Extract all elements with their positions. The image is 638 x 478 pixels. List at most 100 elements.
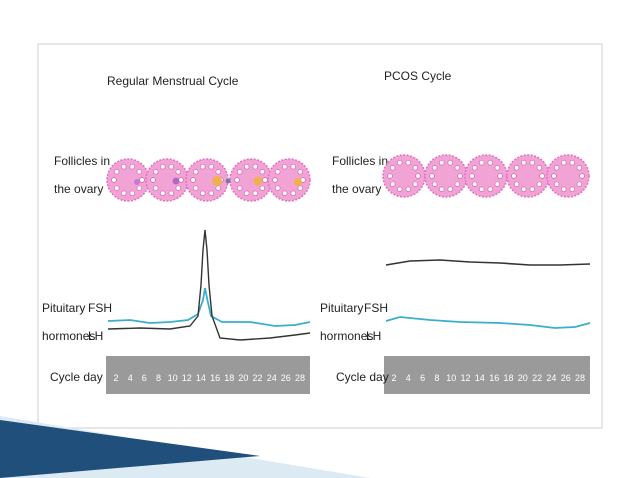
follicle-dot [290, 163, 297, 170]
cycle-day-tick: 16 [489, 373, 499, 383]
follicle-dot [208, 163, 215, 170]
follicle-dot [396, 159, 403, 166]
follicle-dot [469, 173, 475, 179]
follicle-dot [175, 185, 182, 191]
follicle-dot [429, 173, 435, 179]
pcos-lh-label: LH [366, 329, 381, 343]
ovary-1 [106, 158, 150, 202]
regular-cycle-day-ticks: 2 4 6 8 10 12 14 16 18 20 22 24 26 28 [113, 373, 305, 383]
cycle-day-tick: 8 [156, 373, 161, 383]
follicle-dot [274, 185, 281, 191]
pcos-cycle-panel: PCOS Cycle Follicles in the ovary Pituit… [320, 69, 591, 394]
follicle-dot [471, 181, 478, 187]
cycle-day-tick: 24 [546, 373, 556, 383]
follicle-dot [387, 173, 393, 179]
follicle-dot [536, 165, 543, 171]
cycle-day-tick: 12 [182, 373, 192, 383]
cycle-day-tick: 24 [267, 373, 277, 383]
hormones-label: hormones [42, 329, 95, 343]
follicle-dot [139, 177, 145, 183]
follicle-dot [281, 163, 288, 170]
follicle-dot [192, 169, 199, 175]
regular-follicles [106, 158, 311, 202]
cycle-day-tick: 12 [460, 373, 470, 383]
follicle-dot [569, 159, 576, 166]
follicle-dot [243, 190, 250, 197]
follicle-dot [272, 177, 278, 183]
pituitary-label: Pituitary [42, 301, 85, 315]
follicle-dot [259, 169, 266, 175]
growing-follicle [134, 179, 140, 185]
cycle-day-tick: 10 [168, 373, 178, 383]
follicle-dot [136, 185, 143, 191]
follicle-dot [152, 185, 159, 191]
follicle-dot [494, 165, 501, 171]
follicle-dot [168, 190, 175, 197]
pcos-follicles-label-line1: Follicles in [332, 154, 388, 168]
follicle-dot [150, 177, 156, 183]
cycle-day-tick: 26 [561, 373, 571, 383]
cycle-day-tick: 18 [503, 373, 513, 383]
regular-cycle-day-bar [106, 356, 310, 394]
follicle-dot [215, 169, 222, 175]
follicle-dot [297, 185, 304, 191]
follicle-dot [513, 165, 520, 171]
follicle-dot [511, 173, 517, 179]
follicle-dot [129, 163, 136, 170]
follicles-label-line1: Follicles in [54, 154, 110, 168]
follicle-dot [190, 177, 196, 183]
follicle-dot [536, 181, 543, 187]
follicle-dot [236, 169, 243, 175]
pcos-hormones-label: hormones [320, 329, 373, 343]
cycle-day-tick: 10 [446, 373, 456, 383]
cycle-day-tick: 8 [434, 373, 439, 383]
follicle-dot [168, 163, 175, 170]
pcos-cycle-title: PCOS Cycle [384, 69, 452, 83]
ovary-3 [185, 158, 229, 202]
follicle-dot [405, 186, 412, 193]
follicle-dot [454, 165, 461, 171]
cycle-day-tick: 2 [391, 373, 396, 383]
pcos-fsh-curve [385, 316, 591, 329]
follicle-dot [274, 169, 281, 175]
ovary-4 [229, 158, 273, 202]
regular-cycle-day-label: Cycle day [50, 370, 103, 384]
follicle-dot [136, 169, 143, 175]
dominant-follicle [212, 176, 222, 186]
follicle-dot [487, 159, 494, 166]
follicle-dot [569, 186, 576, 193]
follicle-dot [551, 173, 557, 179]
follicle-dot [412, 165, 419, 171]
pcos-ovary-2 [424, 154, 468, 198]
follicle-dot [412, 181, 419, 187]
cycle-day-tick: 20 [518, 373, 528, 383]
follicle-dot [113, 169, 120, 175]
follicle-dot [438, 159, 445, 166]
cycle-day-tick: 20 [238, 373, 248, 383]
cycle-day-tick: 14 [475, 373, 485, 383]
follicle-dot [579, 173, 585, 179]
follicles-label-line2: the ovary [54, 182, 103, 196]
regular-cycle-title: Regular Menstrual Cycle [107, 74, 239, 88]
pcos-cycle-day-bar [384, 356, 590, 394]
follicle-dot [487, 186, 494, 193]
fsh-label: FSH [88, 301, 112, 315]
follicle-dot [431, 181, 438, 187]
follicle-dot [454, 181, 461, 187]
cycle-day-tick: 22 [252, 373, 262, 383]
follicle-dot [236, 185, 243, 191]
follicle-dot [152, 169, 159, 175]
ovary-5 [267, 158, 311, 202]
pcos-ovary-3 [464, 154, 508, 198]
ovary-2 [145, 158, 189, 202]
cycle-day-tick: 4 [406, 373, 411, 383]
corpus-luteum [294, 178, 302, 186]
cycle-day-tick: 22 [532, 373, 542, 383]
follicle-dot [290, 190, 297, 197]
corpus-luteum [253, 176, 263, 186]
cycle-day-tick: 18 [224, 373, 234, 383]
follicle-dot [438, 186, 445, 193]
pcos-ovary-1 [382, 154, 426, 198]
follicle-dot [120, 190, 127, 197]
follicle-dot [234, 177, 240, 183]
